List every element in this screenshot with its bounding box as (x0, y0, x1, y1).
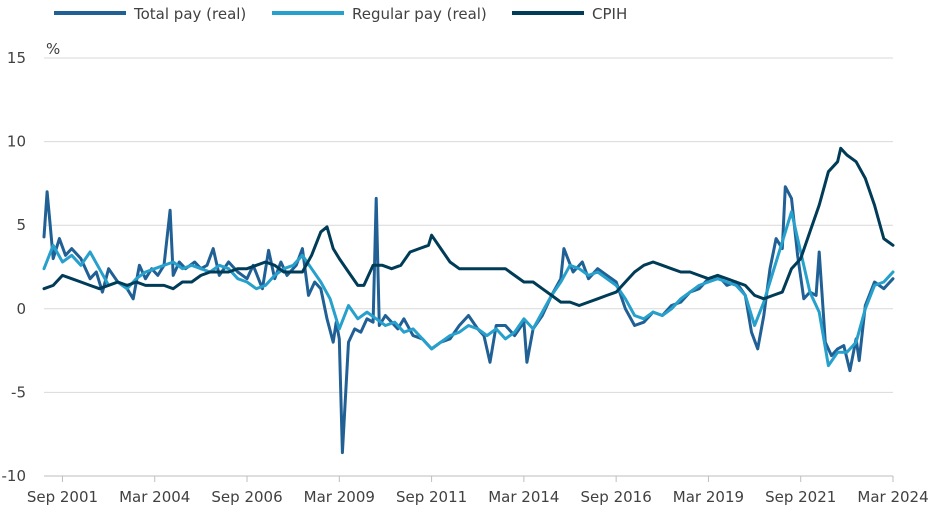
x-tick-label: Sep 2001 (27, 488, 98, 506)
x-tick-label: Mar 2004 (119, 488, 190, 506)
x-tick-label: Sep 2021 (765, 488, 836, 506)
y-tick-label: -10 (2, 467, 27, 485)
chart-legend: Total pay (real) Regular pay (real) CPIH (54, 5, 627, 23)
y-tick-label: 10 (7, 133, 26, 151)
y-axis-ticks: 15 10 5 0 -5 -10 (2, 49, 27, 485)
series-line-3 (42, 146, 895, 307)
x-tick-label: Mar 2014 (488, 488, 559, 506)
x-tick-label: Sep 2011 (396, 488, 467, 506)
x-tick-label: Sep 2006 (211, 488, 282, 506)
series-line-2 (42, 210, 895, 368)
x-axis-ticks: Sep 2001 Mar 2004 Sep 2006 Mar 2009 Sep 2011… (27, 475, 929, 506)
x-tick-label: Mar 2024 (857, 488, 928, 506)
y-tick-label: 5 (16, 216, 26, 234)
legend-label: Total pay (real) (133, 5, 246, 23)
x-tick-label: Sep 2016 (581, 488, 652, 506)
y-tick-label: 15 (7, 49, 26, 67)
series-line-1 (42, 185, 895, 455)
y-axis-unit-label: % (46, 40, 60, 58)
x-tick-label: Mar 2009 (304, 488, 375, 506)
chart-series (42, 146, 895, 455)
legend-label: CPIH (592, 5, 627, 23)
y-tick-label: 0 (16, 300, 26, 318)
y-tick-label: -5 (11, 383, 26, 401)
x-tick-label: Mar 2019 (673, 488, 744, 506)
legend-label: Regular pay (real) (352, 5, 487, 23)
